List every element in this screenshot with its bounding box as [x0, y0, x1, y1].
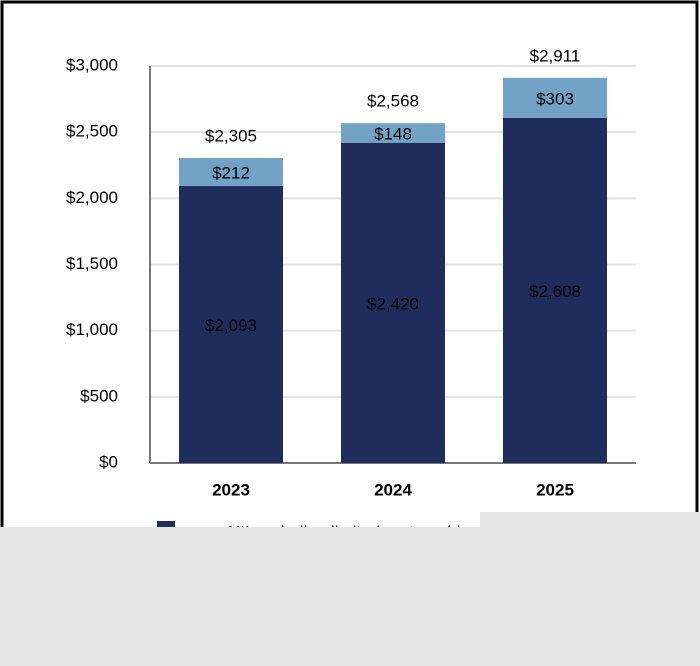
bar-segment: [341, 142, 445, 463]
y-tick-label: $1,500: [66, 254, 118, 273]
value-label: $212: [212, 163, 250, 182]
y-tick-label: $1,000: [66, 320, 118, 339]
bar-segment: [503, 117, 607, 463]
total-label: $2,911: [530, 46, 581, 65]
value-label: $2,093: [205, 316, 257, 335]
y-tick-label: $2,500: [66, 122, 118, 141]
y-tick-label: $500: [80, 386, 118, 405]
x-tick-label: 2025: [536, 480, 574, 499]
total-label: $2,305: [205, 126, 257, 145]
value-label: $2,608: [529, 282, 581, 301]
bar-segment: [179, 186, 283, 463]
value-label: $2,420: [367, 294, 419, 313]
y-tick-label: $2,000: [66, 188, 118, 207]
bar-segment: [179, 157, 283, 187]
total-label: $2,568: [367, 92, 419, 111]
bar-segment: [503, 77, 607, 118]
overlay: [0, 527, 700, 666]
value-label: $148: [374, 124, 412, 143]
x-tick-label: 2023: [212, 480, 250, 499]
y-tick-label: $0: [99, 452, 118, 471]
x-tick-label: 2024: [374, 480, 412, 499]
bar-segment: [341, 123, 445, 143]
value-label: $303: [536, 89, 574, 108]
y-tick-label: $3,000: [66, 55, 118, 74]
